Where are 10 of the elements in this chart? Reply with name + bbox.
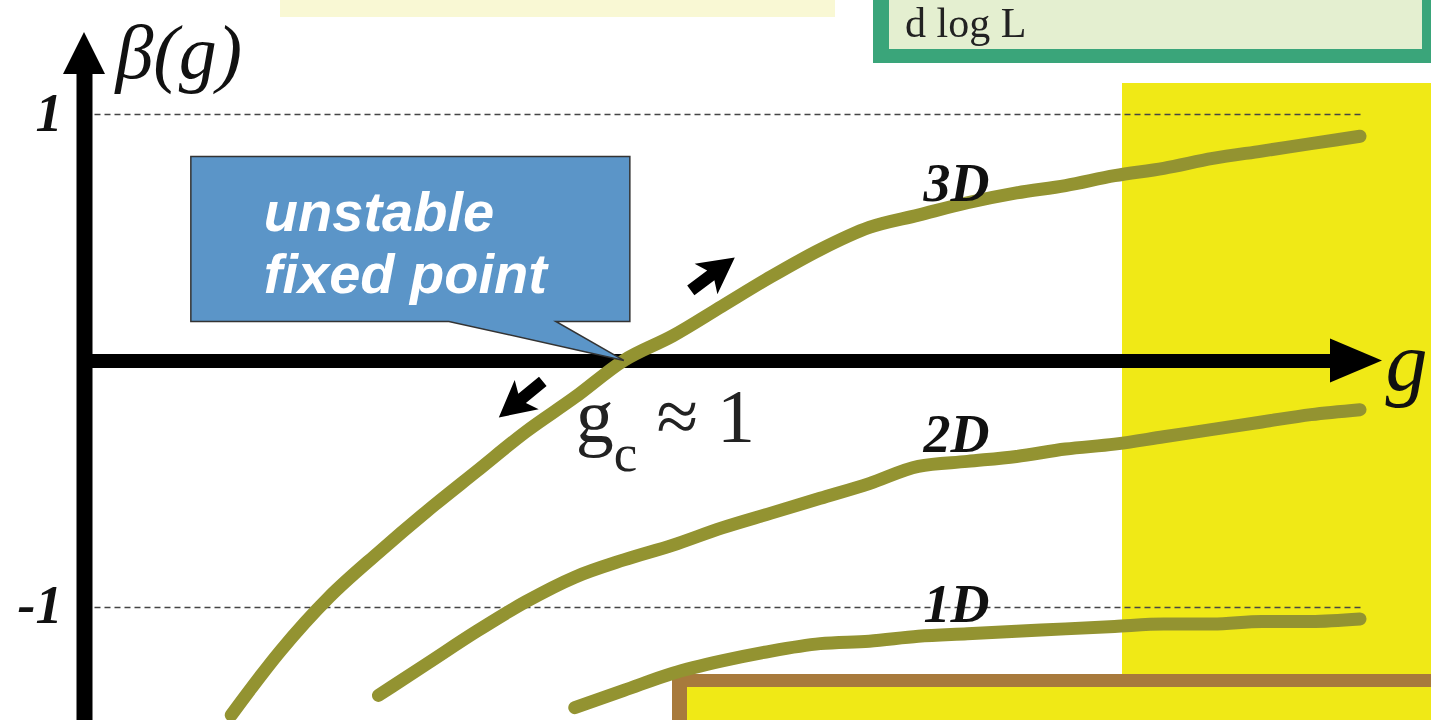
series-label: 2D [922,404,990,465]
annotation: unstable fixed point [263,180,550,306]
series-label: 1D [923,574,990,635]
y-axis-title: β(g) [113,9,242,95]
series-label: 3D [922,153,990,214]
annotation: g$_{c}$ ≈ 1 [575,374,756,483]
text: d log L [905,0,1027,46]
x-axis-title: g [1385,314,1428,408]
y-tick-label: -1 [17,575,63,636]
y-tick-label: 1 [35,82,63,143]
